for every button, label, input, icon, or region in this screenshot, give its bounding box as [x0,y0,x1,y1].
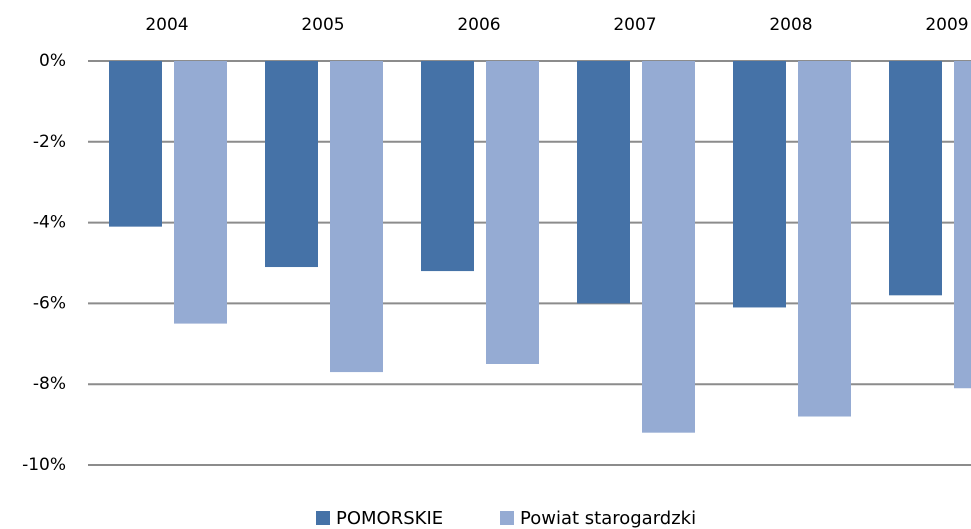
bar [798,61,851,417]
legend-swatch [500,511,514,525]
legend-label: Powiat starogardzki [520,508,696,529]
y-tick-label: -6% [33,293,66,313]
bar [421,61,474,272]
y-tick-label: -8% [33,374,66,394]
y-tick-label: -4% [33,213,66,233]
y-tick-label: -10% [22,455,66,475]
bar [109,61,162,227]
legend-label: POMORSKIE [336,508,443,529]
y-tick-label: -2% [33,132,66,152]
x-tick-label: 2008 [769,15,812,35]
x-tick-label: 2009 [925,15,968,35]
x-tick-label: 2005 [301,15,344,35]
bar [733,61,786,308]
x-tick-label: 2004 [145,15,188,35]
x-tick-label: 2006 [457,15,500,35]
y-tick-label: 0% [39,51,66,71]
bar [330,61,383,373]
x-tick-label: 2007 [613,15,656,35]
bar [642,61,695,433]
bar [954,61,971,389]
bar [265,61,318,268]
legend-swatch [316,511,330,525]
bar [486,61,539,364]
bar [174,61,227,324]
bar [577,61,630,304]
bar [889,61,942,296]
